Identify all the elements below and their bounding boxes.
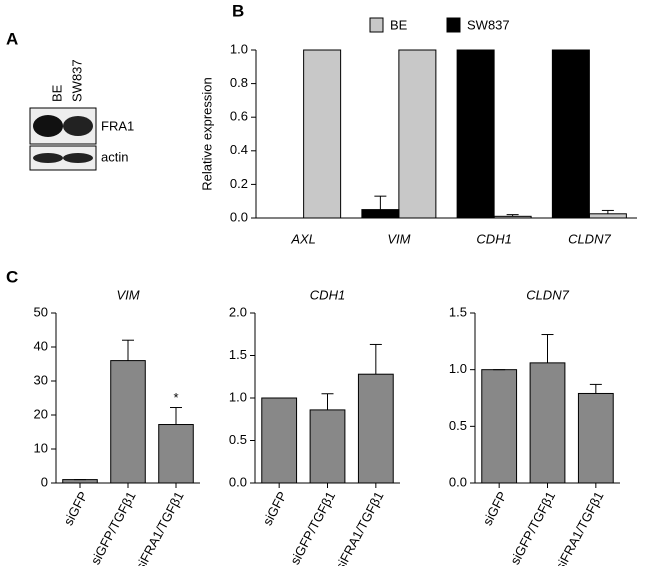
bar xyxy=(398,49,437,219)
band-label: actin xyxy=(101,149,128,164)
bar xyxy=(577,392,614,484)
y-tick-label: 1.0 xyxy=(229,389,247,404)
blot-band xyxy=(63,116,93,136)
legend-swatch xyxy=(369,17,384,33)
bar xyxy=(588,213,627,219)
legend-label: SW837 xyxy=(467,17,510,32)
y-tick-label: 0.0 xyxy=(230,209,248,224)
blot-band xyxy=(33,153,63,163)
y-tick-label: 0.4 xyxy=(230,142,248,157)
lane-label: SW837 xyxy=(69,59,84,102)
bar xyxy=(456,49,495,219)
bar xyxy=(62,479,98,484)
x-tick-label: CLDN7 xyxy=(568,231,611,246)
x-tick-label: siFRA1/TGFβ1 xyxy=(552,489,606,566)
bar xyxy=(551,49,590,219)
y-tick-label: 1.0 xyxy=(449,361,467,376)
annotation: * xyxy=(173,390,178,405)
y-tick-label: 10 xyxy=(34,440,48,455)
y-tick-label: 0.8 xyxy=(230,75,248,90)
y-tick-label: 1.0 xyxy=(230,41,248,56)
x-tick-label: siGFP/TGFβ1 xyxy=(507,489,558,566)
x-tick-label: CDH1 xyxy=(476,231,511,246)
panel-letter: A xyxy=(6,29,18,48)
y-tick-label: 0.0 xyxy=(449,474,467,489)
bar xyxy=(110,360,146,484)
y-tick-label: 0.0 xyxy=(229,474,247,489)
chart-title: CDH1 xyxy=(310,287,345,302)
x-tick-label: siGFP xyxy=(260,489,290,528)
y-tick-label: 0.5 xyxy=(449,418,467,433)
bar xyxy=(309,409,346,484)
lane-label: BE xyxy=(49,84,64,102)
legend-swatch xyxy=(446,17,461,33)
chart-title: VIM xyxy=(116,287,139,302)
panel-letter: B xyxy=(232,1,244,20)
bar xyxy=(493,215,532,219)
y-tick-label: 0.5 xyxy=(229,432,247,447)
bar xyxy=(529,362,566,484)
legend-label: BE xyxy=(390,17,408,32)
bar xyxy=(158,424,194,484)
band-label: FRA1 xyxy=(101,118,134,133)
bar xyxy=(357,373,394,484)
x-tick-label: AXL xyxy=(290,231,316,246)
x-tick-label: siGFP/TGFβ1 xyxy=(287,489,338,566)
y-tick-label: 0 xyxy=(41,474,48,489)
blot-band xyxy=(63,153,93,163)
y-tick-label: 0.6 xyxy=(230,109,248,124)
y-axis-label: Relative expression xyxy=(199,77,214,190)
chart-title: CLDN7 xyxy=(526,287,569,302)
bar xyxy=(303,49,342,219)
x-tick-label: VIM xyxy=(387,231,410,246)
y-tick-label: 2.0 xyxy=(229,304,247,319)
bar xyxy=(261,397,298,484)
x-tick-label: siFRA1/TGFβ1 xyxy=(332,489,386,566)
blot-band xyxy=(33,115,63,137)
y-tick-label: 1.5 xyxy=(229,347,247,362)
panel-letter: C xyxy=(6,267,18,286)
y-tick-label: 40 xyxy=(34,338,48,353)
y-tick-label: 0.2 xyxy=(230,176,248,191)
x-tick-label: siFRA1/TGFβ1 xyxy=(133,489,187,566)
y-tick-label: 1.5 xyxy=(449,304,467,319)
y-tick-label: 20 xyxy=(34,406,48,421)
y-tick-label: 30 xyxy=(34,372,48,387)
x-tick-label: siGFP/TGFβ1 xyxy=(88,489,139,566)
x-tick-label: siGFP xyxy=(60,489,90,528)
bar xyxy=(361,209,400,219)
bar xyxy=(481,369,518,484)
x-tick-label: siGFP xyxy=(480,489,510,528)
y-tick-label: 50 xyxy=(34,304,48,319)
panel-a: A BE SW837 FRA1 actin xyxy=(6,29,134,171)
